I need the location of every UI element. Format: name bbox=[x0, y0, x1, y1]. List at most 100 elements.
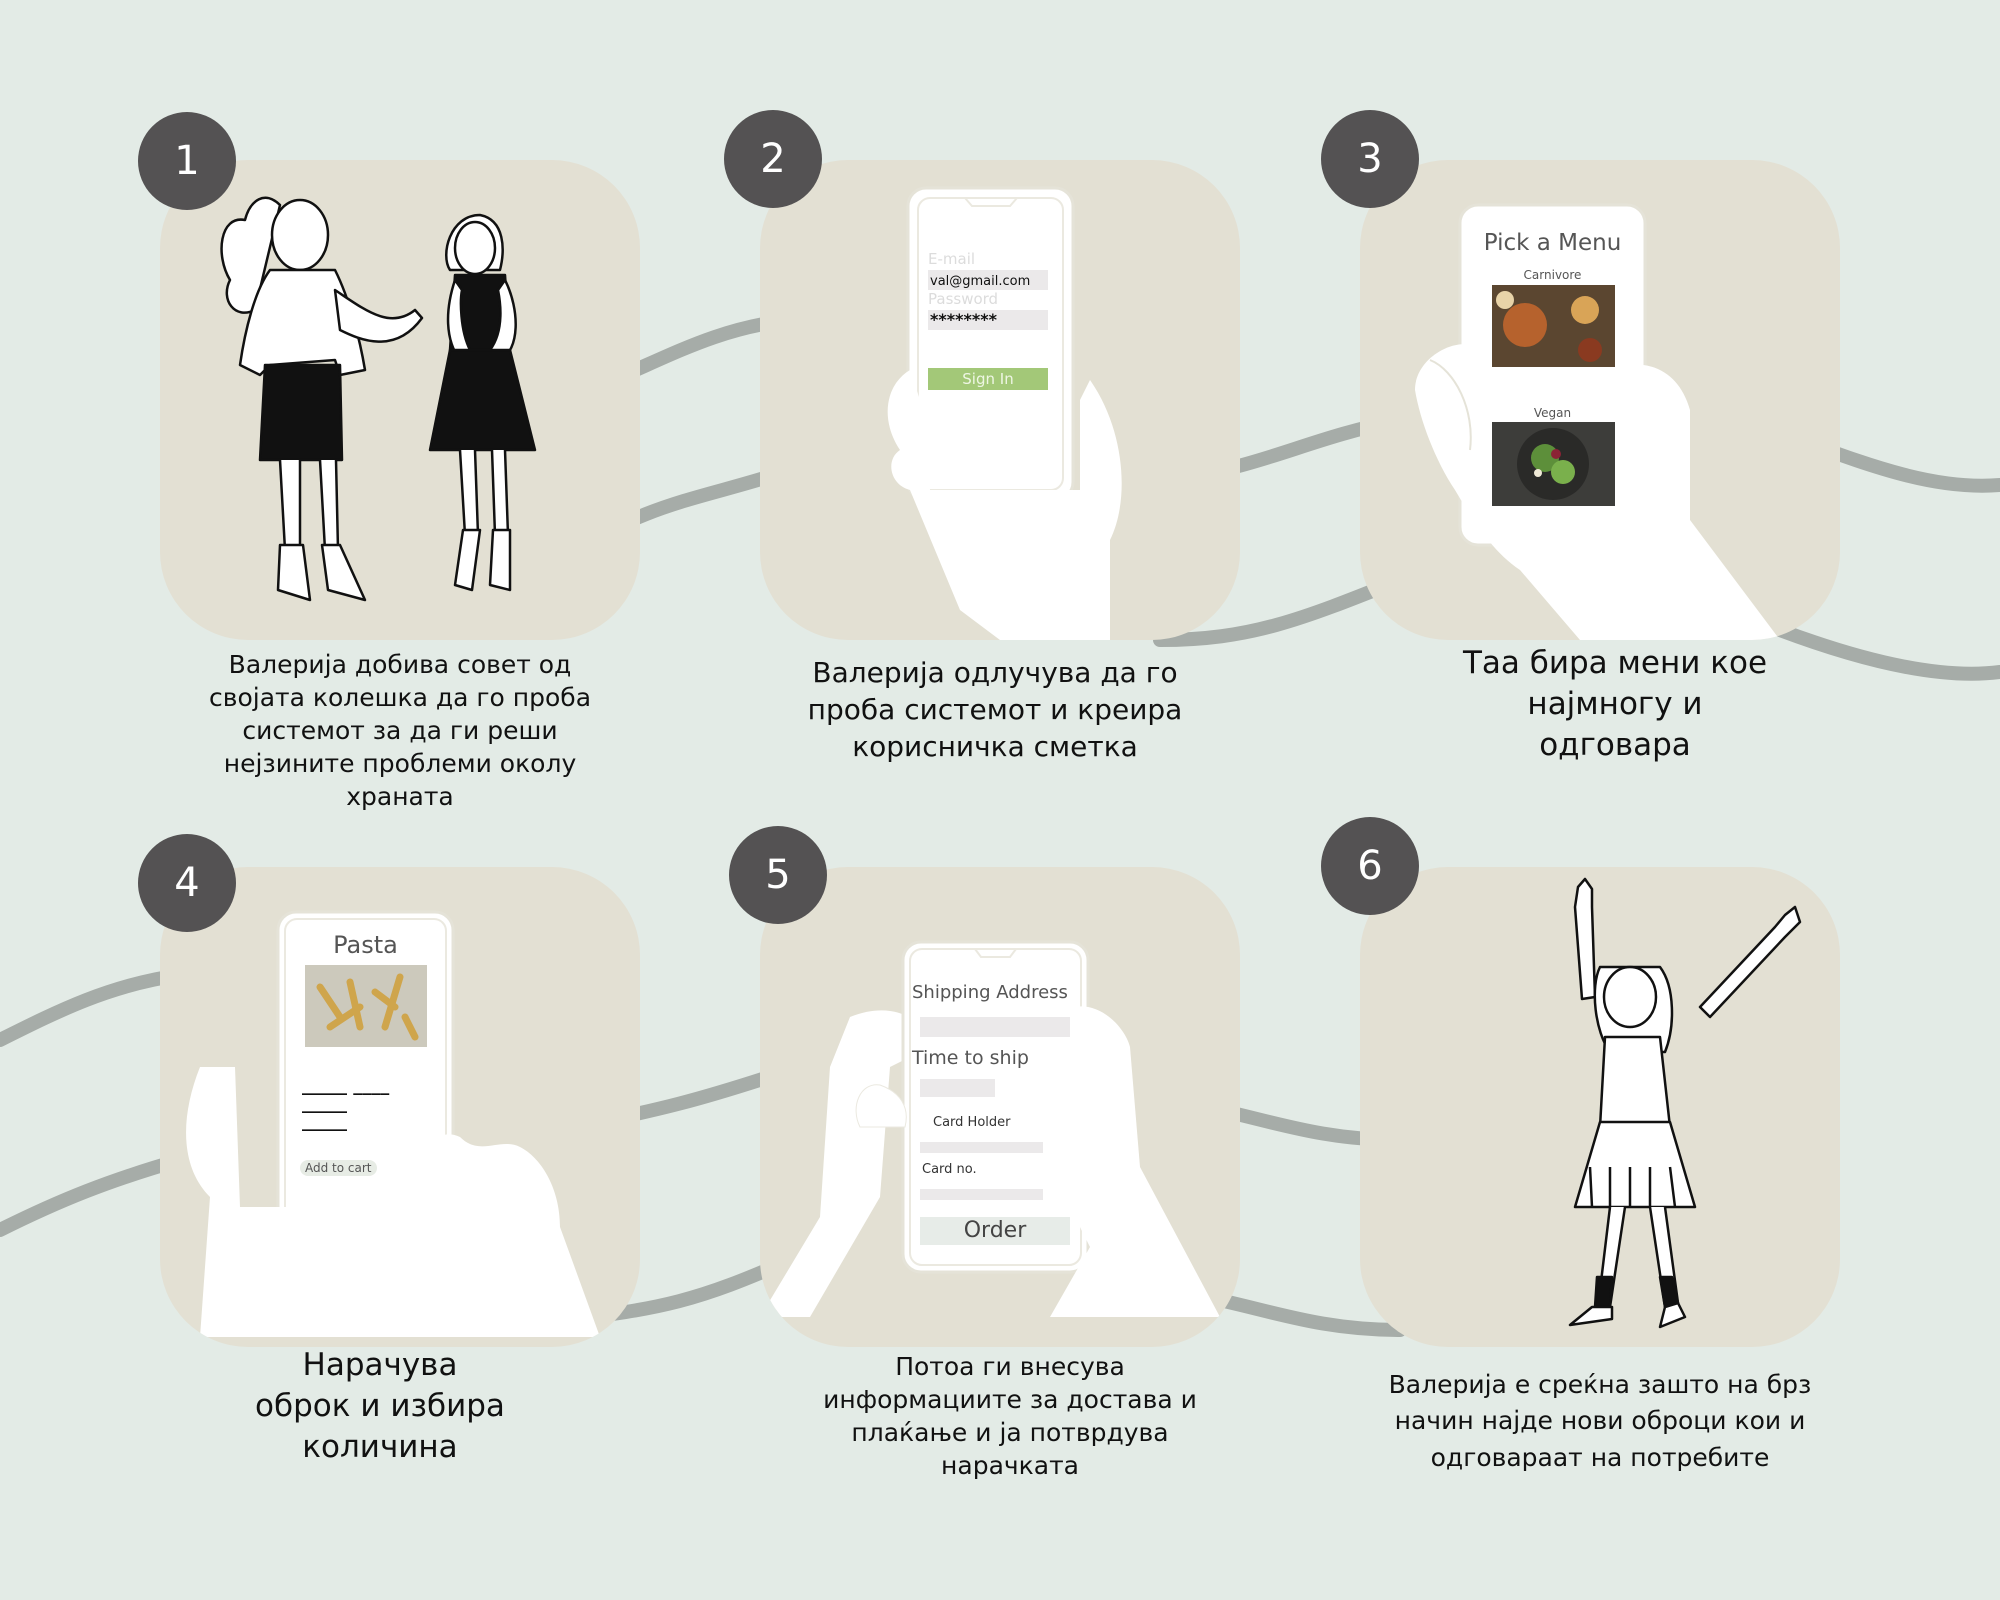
add-to-cart-button[interactable]: Add to cart bbox=[300, 1160, 377, 1176]
step-2-card: E-mail val@gmail.com Password ******** S… bbox=[760, 160, 1240, 640]
step-3-number: 3 bbox=[1357, 136, 1383, 182]
phone-login-illustration bbox=[887, 186, 1122, 640]
order-button[interactable]: Order bbox=[920, 1217, 1070, 1245]
caption-line: начин најде нови оброци кои и bbox=[1394, 1406, 1806, 1436]
happy-woman-illustration bbox=[1568, 877, 1802, 1329]
phone-screen bbox=[917, 197, 1064, 491]
woman-1-boots bbox=[276, 543, 367, 602]
raised-arm-left bbox=[1573, 877, 1597, 1001]
card-no-label: Card no. bbox=[922, 1162, 977, 1177]
phone-notch bbox=[964, 197, 1018, 207]
email-label: E-mail bbox=[928, 250, 976, 268]
step-2-number: 2 bbox=[760, 136, 786, 182]
email-field[interactable]: val@gmail.com bbox=[928, 270, 1048, 290]
step-3-caption: Таа бира мени кое најмногу и одговара bbox=[1410, 643, 1820, 766]
step-6-number-badge: 6 bbox=[1321, 817, 1419, 915]
password-field[interactable]: ******** bbox=[928, 310, 1048, 330]
thumb bbox=[1429, 359, 1472, 451]
caption-line: плаќање и ја потврдува bbox=[851, 1418, 1169, 1447]
step-6-caption: Валерија е среќна зашто на брз начин нај… bbox=[1380, 1367, 1820, 1476]
caption-line: нарачката bbox=[941, 1451, 1079, 1480]
step-5-card: Shipping Address Time to ship Card Holde… bbox=[760, 867, 1240, 1347]
step-6-card bbox=[1360, 867, 1840, 1347]
step-5-number: 5 bbox=[765, 852, 791, 898]
step-4-number-badge: 4 bbox=[138, 834, 236, 932]
step-3-card: Pick a Menu Carnivore Vegan bbox=[1360, 160, 1840, 640]
email-value: val@gmail.com bbox=[930, 274, 1031, 289]
caption-line: храната bbox=[346, 782, 454, 811]
woman-head bbox=[1602, 965, 1658, 1029]
description-line: _____ ____ bbox=[302, 1075, 390, 1096]
step-5-number-badge: 5 bbox=[729, 826, 827, 924]
caption-line: оброк и избира bbox=[255, 1387, 505, 1424]
caption-line: својата колешка да го проба bbox=[208, 683, 592, 712]
caption-line: најмногу и bbox=[1527, 685, 1703, 722]
woman-1-skirt bbox=[258, 363, 344, 462]
woman-2-skirt bbox=[428, 348, 537, 452]
card-holder-label: Card Holder bbox=[933, 1115, 1011, 1130]
hands bbox=[186, 1067, 601, 1337]
caption-line: Нарачува bbox=[302, 1347, 458, 1383]
caption-line: информациите за достава и bbox=[823, 1385, 1197, 1414]
card-holder-field[interactable] bbox=[920, 1142, 1043, 1153]
menu-option-carnivore-label[interactable]: Carnivore bbox=[1523, 268, 1582, 282]
description-line: _____ bbox=[302, 1093, 347, 1114]
woman-sweater bbox=[1598, 1035, 1672, 1129]
woman-1-head bbox=[270, 198, 330, 272]
caption-line: Потоа ги внесува bbox=[895, 1352, 1125, 1381]
step-2-caption: Валерија одлучува да го проба системот и… bbox=[770, 655, 1220, 766]
hand bbox=[887, 370, 1122, 640]
woman-2-legs bbox=[458, 449, 510, 537]
caption-line: Таа бира мени кое bbox=[1462, 645, 1768, 681]
menu-title: Pick a Menu bbox=[1483, 230, 1622, 256]
password-value: ******** bbox=[930, 310, 997, 329]
caption-line: одговараат на потребите bbox=[1430, 1442, 1770, 1472]
step-1-caption: Валерија добива совет од својата колешка… bbox=[180, 648, 620, 813]
step-3-number-badge: 3 bbox=[1321, 110, 1419, 208]
caption-line: Валерија е среќна зашто на брз bbox=[1388, 1370, 1812, 1399]
step-5-caption: Потоа ги внесува информациите за достава… bbox=[810, 1350, 1210, 1482]
shipping-address-label: Shipping Address bbox=[912, 982, 1068, 1003]
caption-line: проба системот и креира bbox=[807, 692, 1183, 726]
caption-line: Валерија добива совет од bbox=[228, 650, 572, 679]
step-1-number: 1 bbox=[174, 138, 200, 184]
left-hand bbox=[760, 1010, 930, 1317]
caption-line: Валерија одлучува да го bbox=[812, 656, 1178, 689]
menu-option-vegan-label[interactable]: Vegan bbox=[1533, 406, 1572, 420]
dish-description: _____ ____ _____ _____ bbox=[302, 1077, 389, 1131]
hand bbox=[1415, 344, 1780, 640]
description-line: _____ bbox=[302, 1111, 347, 1132]
woman-2-boots bbox=[453, 528, 512, 592]
phone-dish-illustration bbox=[186, 910, 601, 1337]
phone-order-illustration bbox=[760, 940, 1220, 1317]
sign-in-button[interactable]: Sign In bbox=[928, 368, 1048, 390]
step-4-number: 4 bbox=[174, 860, 200, 906]
password-label: Password bbox=[928, 290, 999, 308]
time-to-ship-field[interactable] bbox=[920, 1079, 995, 1097]
woman-2-head bbox=[453, 220, 497, 276]
woman-shoes bbox=[1568, 1301, 1687, 1329]
dish-title: Pasta bbox=[333, 931, 398, 959]
step-4-caption: Нарачува оброк и избира количина bbox=[200, 1345, 560, 1468]
caption-line: системот за да ги реши bbox=[242, 716, 558, 745]
pasta-image bbox=[305, 965, 427, 1047]
step-4-card: Pasta _____ ____ _____ _____ Add to cart bbox=[160, 867, 640, 1347]
raised-arm-right bbox=[1698, 905, 1802, 1019]
phone-notch bbox=[974, 948, 1017, 958]
left-thumb bbox=[855, 1084, 907, 1128]
step-6-number: 6 bbox=[1357, 843, 1383, 889]
shipping-address-field[interactable] bbox=[920, 1017, 1070, 1037]
woman-1-hair bbox=[220, 196, 282, 314]
step-1-card bbox=[160, 160, 640, 640]
woman-1-arm bbox=[333, 288, 424, 343]
step-2-number-badge: 2 bbox=[724, 110, 822, 208]
time-to-ship-label: Time to ship bbox=[912, 1047, 1029, 1069]
woman-skirt bbox=[1573, 1120, 1697, 1209]
woman-socks bbox=[1593, 1275, 1680, 1309]
caption-line: нејзините проблеми околу bbox=[223, 749, 577, 778]
caption-line: корисничка сметка bbox=[852, 729, 1138, 763]
step-1-number-badge: 1 bbox=[138, 112, 236, 210]
phone-menu-illustration bbox=[1415, 203, 1780, 640]
card-no-field[interactable] bbox=[920, 1189, 1043, 1200]
two-women-talking-illustration bbox=[220, 196, 537, 602]
